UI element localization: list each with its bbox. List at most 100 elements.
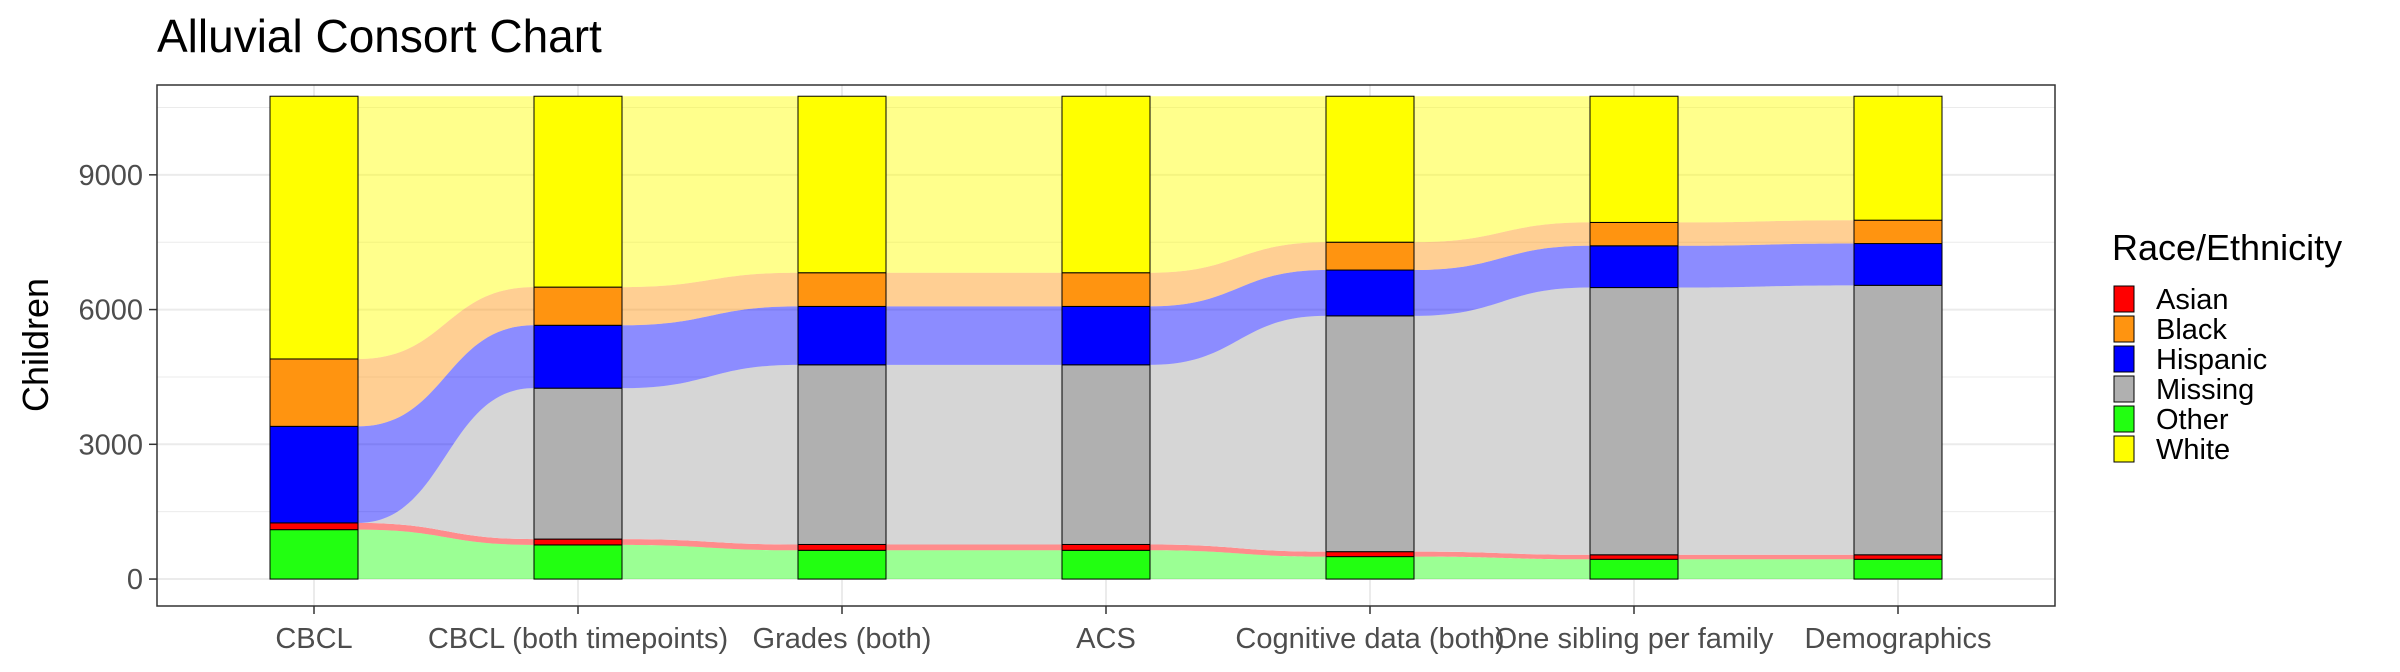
flow-layer (358, 96, 1854, 580)
legend-key-missing (2113, 375, 2135, 403)
flow-white (1414, 96, 1590, 243)
flow-asian (1150, 544, 1326, 557)
stratum-other (269, 529, 359, 580)
flow-black (1678, 220, 1854, 246)
flow-other (1678, 559, 1854, 580)
flow-black (1150, 242, 1326, 307)
stratum-other (1853, 558, 1943, 580)
stratum-black (1853, 219, 1943, 245)
flow-white (886, 96, 1062, 273)
flow-white (622, 96, 798, 288)
flow-asian (622, 539, 798, 551)
stratum-white (1589, 95, 1679, 223)
legend: Race/Ethnicity AsianBlackHispanicMissing… (2112, 227, 2342, 466)
x-tick-label: ACS (1076, 623, 1136, 655)
stratum-missing (533, 387, 623, 540)
stratum-other (533, 544, 623, 580)
flow-missing (1678, 285, 1854, 555)
flow-other (886, 550, 1062, 580)
stratum-other (1589, 558, 1679, 580)
stratum-white (1853, 95, 1943, 221)
stratum-asian (269, 522, 359, 531)
legend-label-black: Black (2156, 314, 2227, 346)
stratum-missing (1853, 284, 1943, 556)
flow-asian (1414, 551, 1590, 560)
flow-other (358, 529, 534, 580)
stratum-other (797, 549, 887, 580)
flow-white (1150, 96, 1326, 273)
y-tick-label: 6000 (78, 295, 143, 327)
chart-title: Alluvial Consort Chart (157, 10, 602, 62)
legend-key-hispanic (2113, 345, 2135, 373)
flow-white (1678, 96, 1854, 223)
flow-white (358, 96, 534, 359)
legend-key-white (2113, 435, 2135, 463)
stratum-white (269, 95, 359, 360)
stratum-black (1589, 221, 1679, 247)
legend-label-asian: Asian (2156, 284, 2229, 316)
stratum-black (1325, 241, 1415, 271)
stratum-hispanic (1589, 245, 1679, 289)
stratum-hispanic (1325, 269, 1415, 317)
stratum-white (1325, 95, 1415, 243)
flow-asian (358, 522, 534, 545)
stratum-asian (1589, 554, 1679, 560)
legend-label-white: White (2156, 434, 2230, 466)
legend-title: Race/Ethnicity (2112, 227, 2342, 268)
stratum-missing (797, 364, 887, 545)
legend-label-hispanic: Hispanic (2156, 344, 2267, 376)
stratum-black (1061, 272, 1151, 307)
y-tick-label: 9000 (78, 160, 143, 192)
x-tick-label: CBCL (both timepoints) (428, 623, 728, 655)
stratum-black (797, 272, 887, 307)
strata-layer (269, 95, 1943, 580)
flow-hispanic (1678, 243, 1854, 288)
x-axis: CBCL CBCL (both timepoints) Grades (both) A… (275, 606, 1991, 655)
legend-key-asian (2113, 285, 2135, 313)
flow-other (1414, 556, 1590, 580)
legend-label-other: Other (2156, 404, 2229, 436)
stratum-missing (1061, 364, 1151, 545)
flow-asian (886, 544, 1062, 551)
flow-hispanic (886, 306, 1062, 365)
stratum-hispanic (1061, 305, 1151, 366)
flow-other (622, 544, 798, 580)
flow-missing (1150, 315, 1326, 552)
stratum-white (1061, 95, 1151, 274)
stratum-asian (1853, 554, 1943, 560)
y-tick-label: 3000 (78, 429, 143, 461)
legend-key-other (2113, 405, 2135, 433)
stratum-asian (1061, 543, 1151, 551)
x-tick-label: Grades (both) (753, 623, 932, 655)
flow-asian (1678, 554, 1854, 560)
stratum-other (1061, 549, 1151, 580)
stratum-hispanic (533, 324, 623, 389)
flow-black (1414, 222, 1590, 271)
stratum-hispanic (269, 425, 359, 524)
x-tick-label: One sibling per family (1495, 623, 1774, 655)
flow-missing (358, 388, 534, 540)
stratum-hispanic (797, 305, 887, 366)
stratum-missing (1325, 315, 1415, 553)
legend-key-black (2113, 315, 2135, 343)
x-tick-label: Demographics (1805, 623, 1992, 655)
flow-black (886, 272, 1062, 307)
flow-missing (886, 364, 1062, 545)
flow-other (1150, 550, 1326, 580)
x-tick-label: CBCL (275, 623, 352, 655)
stratum-hispanic (1853, 243, 1943, 286)
stratum-other (1325, 556, 1415, 580)
flow-black (622, 272, 798, 326)
flow-hispanic (1150, 270, 1326, 365)
y-tick-label: 0 (127, 564, 143, 596)
legend-label-missing: Missing (2156, 374, 2254, 406)
stratum-asian (533, 538, 623, 546)
x-tick-label: Cognitive data (both) (1235, 623, 1504, 655)
stratum-asian (1325, 551, 1415, 558)
flow-hispanic (622, 306, 798, 389)
stratum-black (269, 358, 359, 427)
y-axis: 0 3000 6000 9000 (78, 160, 157, 596)
y-axis-title: Children (15, 278, 56, 412)
flow-missing (622, 364, 798, 545)
